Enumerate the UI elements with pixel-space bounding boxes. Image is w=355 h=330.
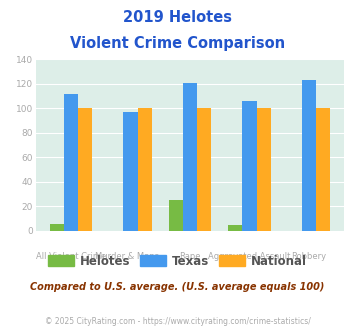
Text: Aggravated Assault: Aggravated Assault [208,252,291,261]
Bar [302,80,316,231]
Bar [183,83,197,231]
Text: All Violent Crime: All Violent Crime [36,252,106,261]
Text: Compared to U.S. average. (U.S. average equals 100): Compared to U.S. average. (U.S. average … [30,282,325,292]
Bar [257,109,271,231]
Text: Rape: Rape [179,252,201,261]
Legend: Helotes, Texas, National: Helotes, Texas, National [44,250,311,273]
Bar [242,101,257,231]
Bar [123,112,138,231]
Bar [78,109,92,231]
Bar [169,200,183,231]
Bar [197,109,211,231]
Bar [50,224,64,231]
Text: © 2025 CityRating.com - https://www.cityrating.com/crime-statistics/: © 2025 CityRating.com - https://www.city… [45,317,310,326]
Bar [228,225,242,231]
Text: Violent Crime Comparison: Violent Crime Comparison [70,36,285,51]
Bar [316,109,330,231]
Text: 2019 Helotes: 2019 Helotes [123,10,232,25]
Bar [138,109,152,231]
Text: Robbery: Robbery [291,252,327,261]
Bar [64,94,78,231]
Text: Murder & Mans...: Murder & Mans... [94,252,166,261]
